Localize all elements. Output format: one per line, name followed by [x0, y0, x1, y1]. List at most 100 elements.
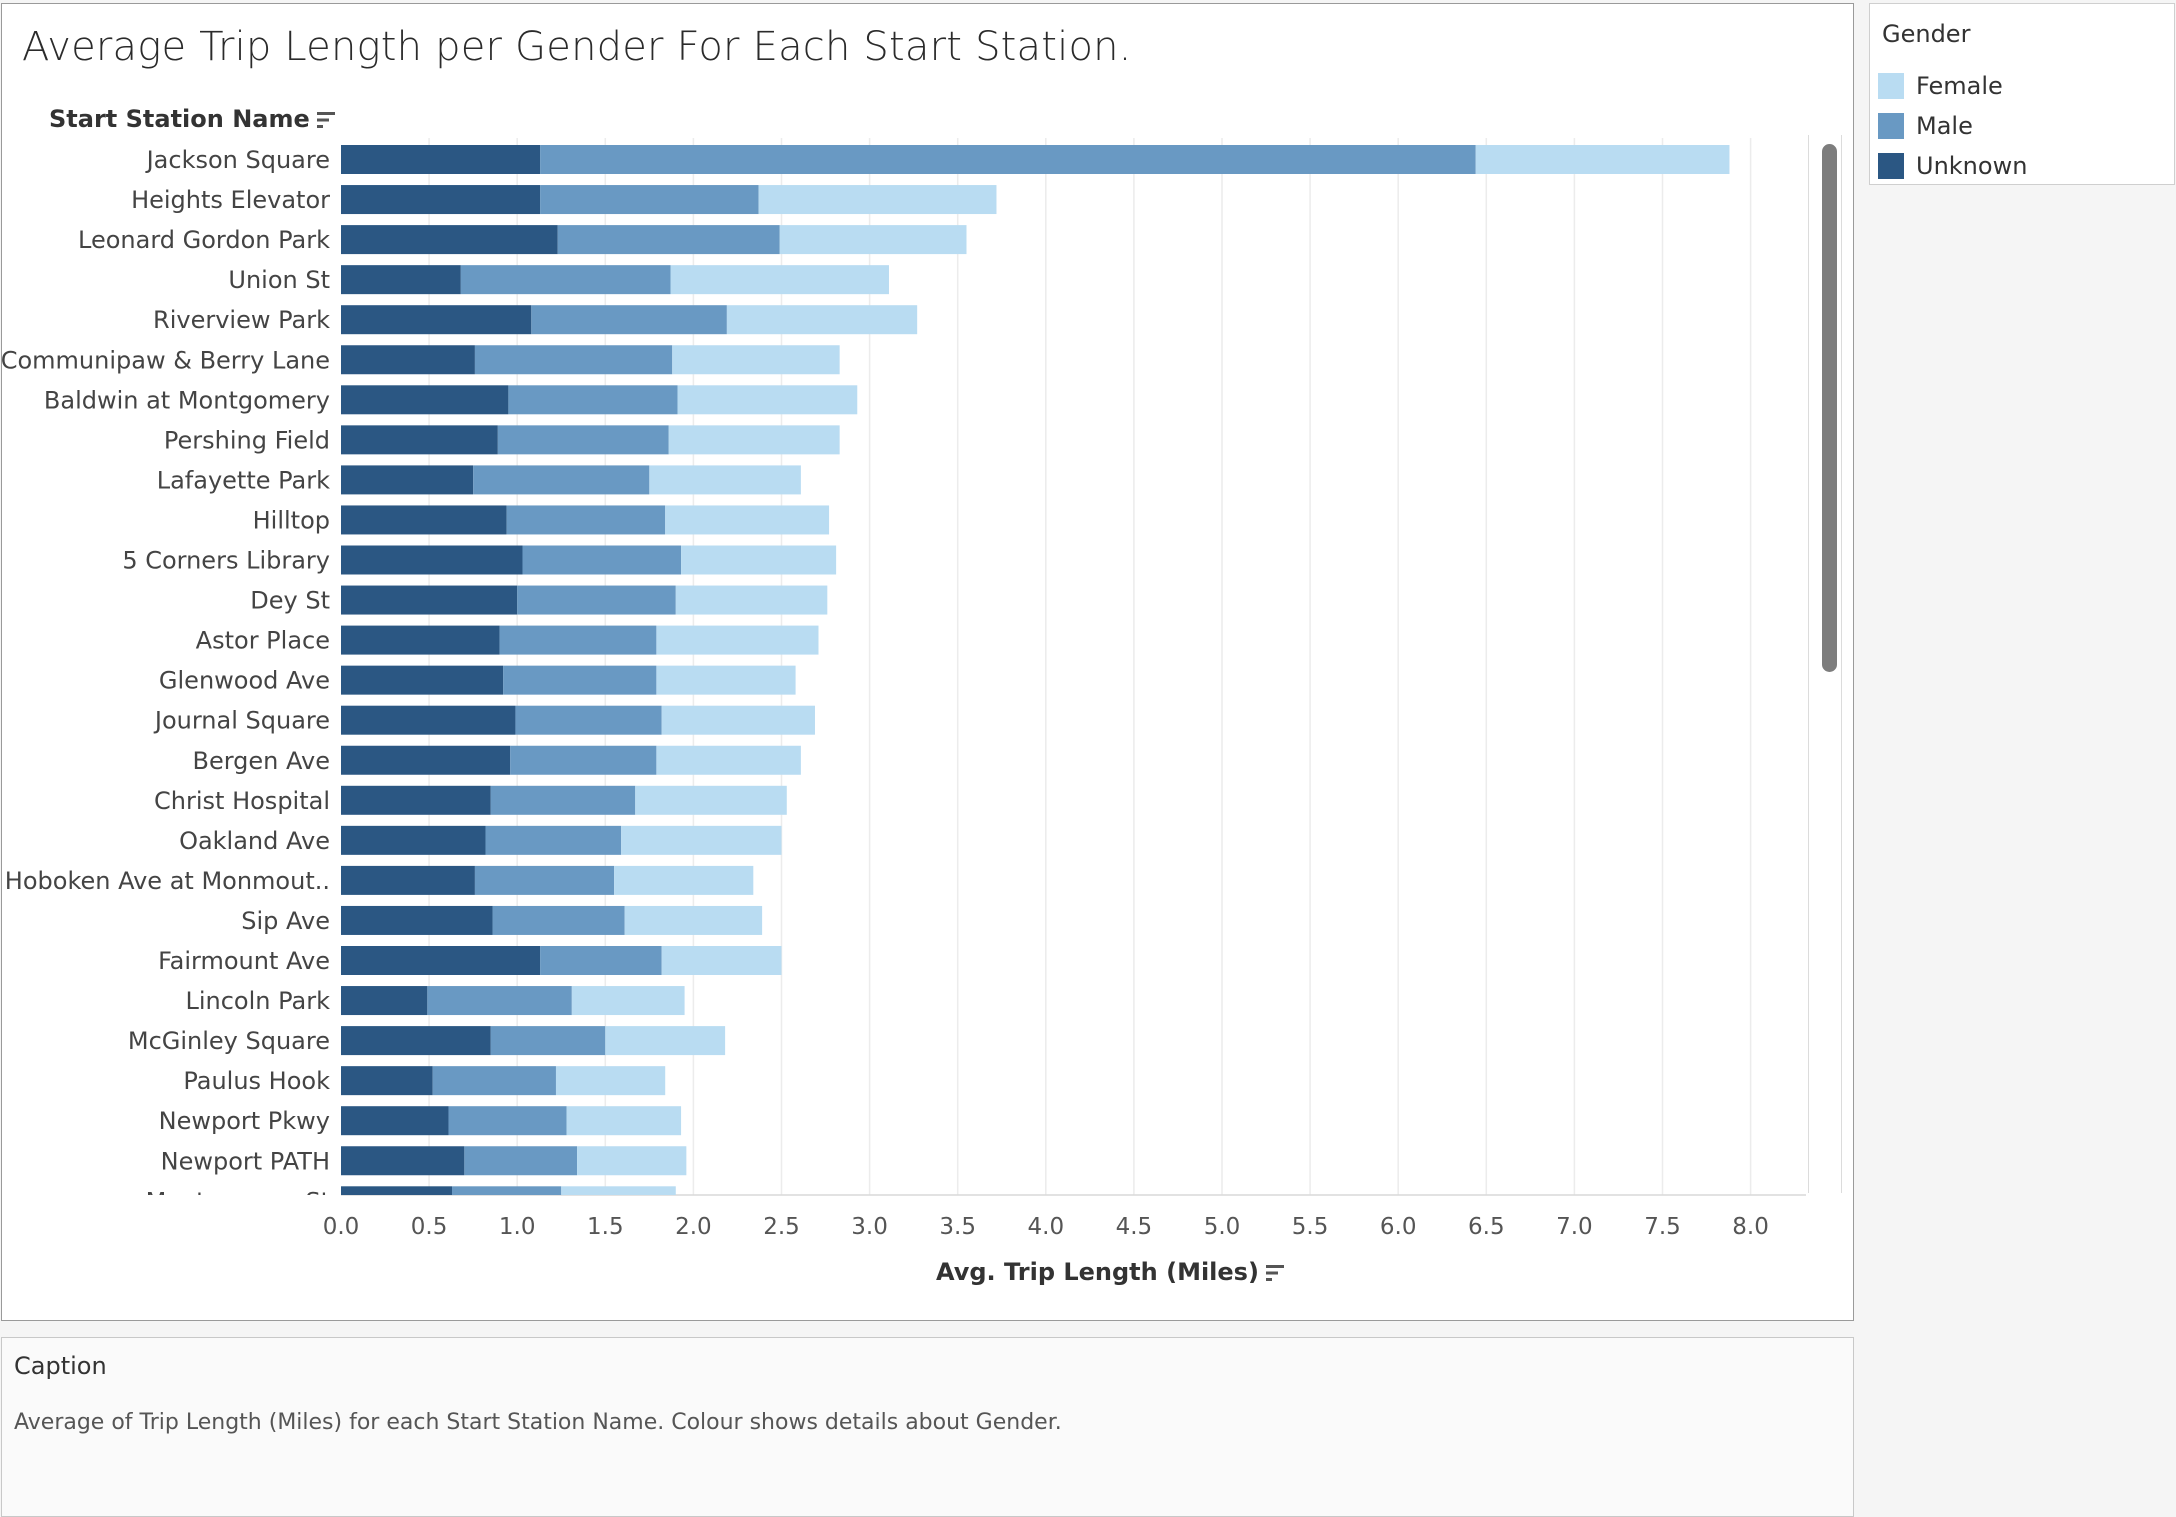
- bar-male[interactable]: [490, 1026, 606, 1056]
- x-axis-title[interactable]: Avg. Trip Length (Miles): [936, 1258, 1285, 1286]
- category-label[interactable]: Pershing Field: [164, 426, 330, 454]
- legend-item-unknown[interactable]: Unknown: [1878, 150, 2027, 182]
- bar-female[interactable]: [656, 745, 801, 775]
- category-label[interactable]: Dey St: [250, 587, 330, 615]
- category-label[interactable]: Jackson Square: [145, 146, 330, 174]
- bar-male[interactable]: [474, 865, 615, 895]
- sort-icon[interactable]: [1265, 1263, 1285, 1283]
- category-label[interactable]: Newport PATH: [161, 1147, 330, 1175]
- category-label[interactable]: Journal Square: [153, 707, 330, 735]
- bar-male[interactable]: [452, 1186, 562, 1215]
- bar-male[interactable]: [522, 545, 682, 575]
- category-label[interactable]: Glenwood Ave: [159, 667, 330, 695]
- category-label[interactable]: Christ Hospital: [154, 787, 330, 815]
- category-label[interactable]: Oakland Ave: [179, 827, 330, 855]
- bar-unknown[interactable]: [341, 785, 491, 815]
- bar-male[interactable]: [510, 745, 657, 775]
- bar-male[interactable]: [499, 625, 657, 655]
- category-label[interactable]: Montgomery St: [146, 1187, 330, 1215]
- category-label[interactable]: Paulus Hook: [183, 1067, 330, 1095]
- bar-male[interactable]: [474, 345, 673, 375]
- bar-unknown[interactable]: [341, 1026, 491, 1056]
- bar-male[interactable]: [517, 585, 676, 615]
- category-label[interactable]: Newport Pkwy: [159, 1107, 330, 1135]
- bar-unknown[interactable]: [341, 385, 509, 415]
- bar-unknown[interactable]: [341, 185, 541, 215]
- bar-unknown[interactable]: [341, 265, 461, 295]
- bar-male[interactable]: [506, 505, 666, 535]
- bar-male[interactable]: [540, 185, 759, 215]
- bar-unknown[interactable]: [341, 986, 428, 1016]
- bar-male[interactable]: [497, 425, 669, 455]
- category-label[interactable]: Lafayette Park: [157, 466, 330, 494]
- bar-male[interactable]: [531, 305, 727, 335]
- category-label[interactable]: Communipaw & Berry Lane: [1, 346, 330, 374]
- bar-unknown[interactable]: [341, 1186, 453, 1215]
- bar-female[interactable]: [605, 1026, 726, 1056]
- bar-unknown[interactable]: [341, 745, 511, 775]
- category-label[interactable]: Bergen Ave: [193, 747, 331, 775]
- category-label[interactable]: Hoboken Ave at Monmout..: [5, 867, 330, 895]
- bar-unknown[interactable]: [341, 545, 523, 575]
- category-label[interactable]: Baldwin at Montgomery: [44, 386, 330, 414]
- bar-unknown[interactable]: [341, 505, 507, 535]
- bar-female[interactable]: [614, 865, 754, 895]
- bar-unknown[interactable]: [341, 625, 500, 655]
- bar-female[interactable]: [758, 185, 997, 215]
- bar-unknown[interactable]: [341, 305, 532, 335]
- bar-female[interactable]: [624, 905, 763, 935]
- bar-unknown[interactable]: [341, 1146, 465, 1176]
- bar-male[interactable]: [485, 825, 622, 855]
- bar-female[interactable]: [577, 1146, 687, 1176]
- bar-unknown[interactable]: [341, 865, 475, 895]
- bar-male[interactable]: [460, 265, 671, 295]
- bar-male[interactable]: [432, 1066, 556, 1096]
- bar-male[interactable]: [464, 1146, 578, 1176]
- bar-female[interactable]: [661, 946, 782, 975]
- bar-female[interactable]: [670, 265, 889, 295]
- bar-female[interactable]: [661, 705, 815, 735]
- category-label[interactable]: Astor Place: [196, 627, 330, 655]
- legend-item-male[interactable]: Male: [1878, 110, 1973, 142]
- bar-unknown[interactable]: [341, 425, 498, 455]
- bar-unknown[interactable]: [341, 225, 558, 255]
- bar-male[interactable]: [448, 1106, 567, 1136]
- scrollbar-thumb[interactable]: [1822, 144, 1837, 672]
- bar-unknown[interactable]: [341, 665, 504, 695]
- bar-male[interactable]: [515, 705, 662, 735]
- bar-male[interactable]: [540, 145, 1476, 174]
- category-label[interactable]: Riverview Park: [153, 306, 330, 334]
- bar-unknown[interactable]: [341, 585, 518, 615]
- bar-unknown[interactable]: [341, 946, 541, 975]
- bar-female[interactable]: [649, 465, 801, 495]
- bar-female[interactable]: [726, 305, 918, 335]
- category-label[interactable]: Leonard Gordon Park: [78, 226, 330, 254]
- bar-female[interactable]: [672, 345, 840, 375]
- category-label[interactable]: 5 Corners Library: [122, 547, 330, 575]
- bar-unknown[interactable]: [341, 1106, 449, 1136]
- bar-female[interactable]: [677, 385, 858, 415]
- bar-unknown[interactable]: [341, 1066, 433, 1096]
- row-header-start-station[interactable]: Start Station Name: [49, 105, 336, 133]
- bar-female[interactable]: [1475, 145, 1730, 174]
- bar-unknown[interactable]: [341, 465, 474, 495]
- category-label[interactable]: Sip Ave: [241, 907, 330, 935]
- sort-icon[interactable]: [316, 110, 336, 130]
- category-label[interactable]: Fairmount Ave: [158, 947, 330, 975]
- category-label[interactable]: Union St: [228, 266, 330, 294]
- bar-male[interactable]: [492, 905, 625, 935]
- bar-female[interactable]: [656, 625, 819, 655]
- bar-male[interactable]: [557, 225, 780, 255]
- bar-female[interactable]: [681, 545, 837, 575]
- category-label[interactable]: McGinley Square: [128, 1027, 330, 1055]
- category-label[interactable]: Heights Elevator: [131, 186, 330, 214]
- bar-female[interactable]: [621, 825, 782, 855]
- bar-female[interactable]: [665, 505, 830, 535]
- category-label[interactable]: Hilltop: [253, 506, 330, 534]
- bar-female[interactable]: [675, 585, 828, 615]
- bar-female[interactable]: [668, 425, 840, 455]
- bar-unknown[interactable]: [341, 145, 541, 174]
- bar-male[interactable]: [427, 986, 572, 1016]
- bar-unknown[interactable]: [341, 825, 486, 855]
- bar-female[interactable]: [656, 665, 796, 695]
